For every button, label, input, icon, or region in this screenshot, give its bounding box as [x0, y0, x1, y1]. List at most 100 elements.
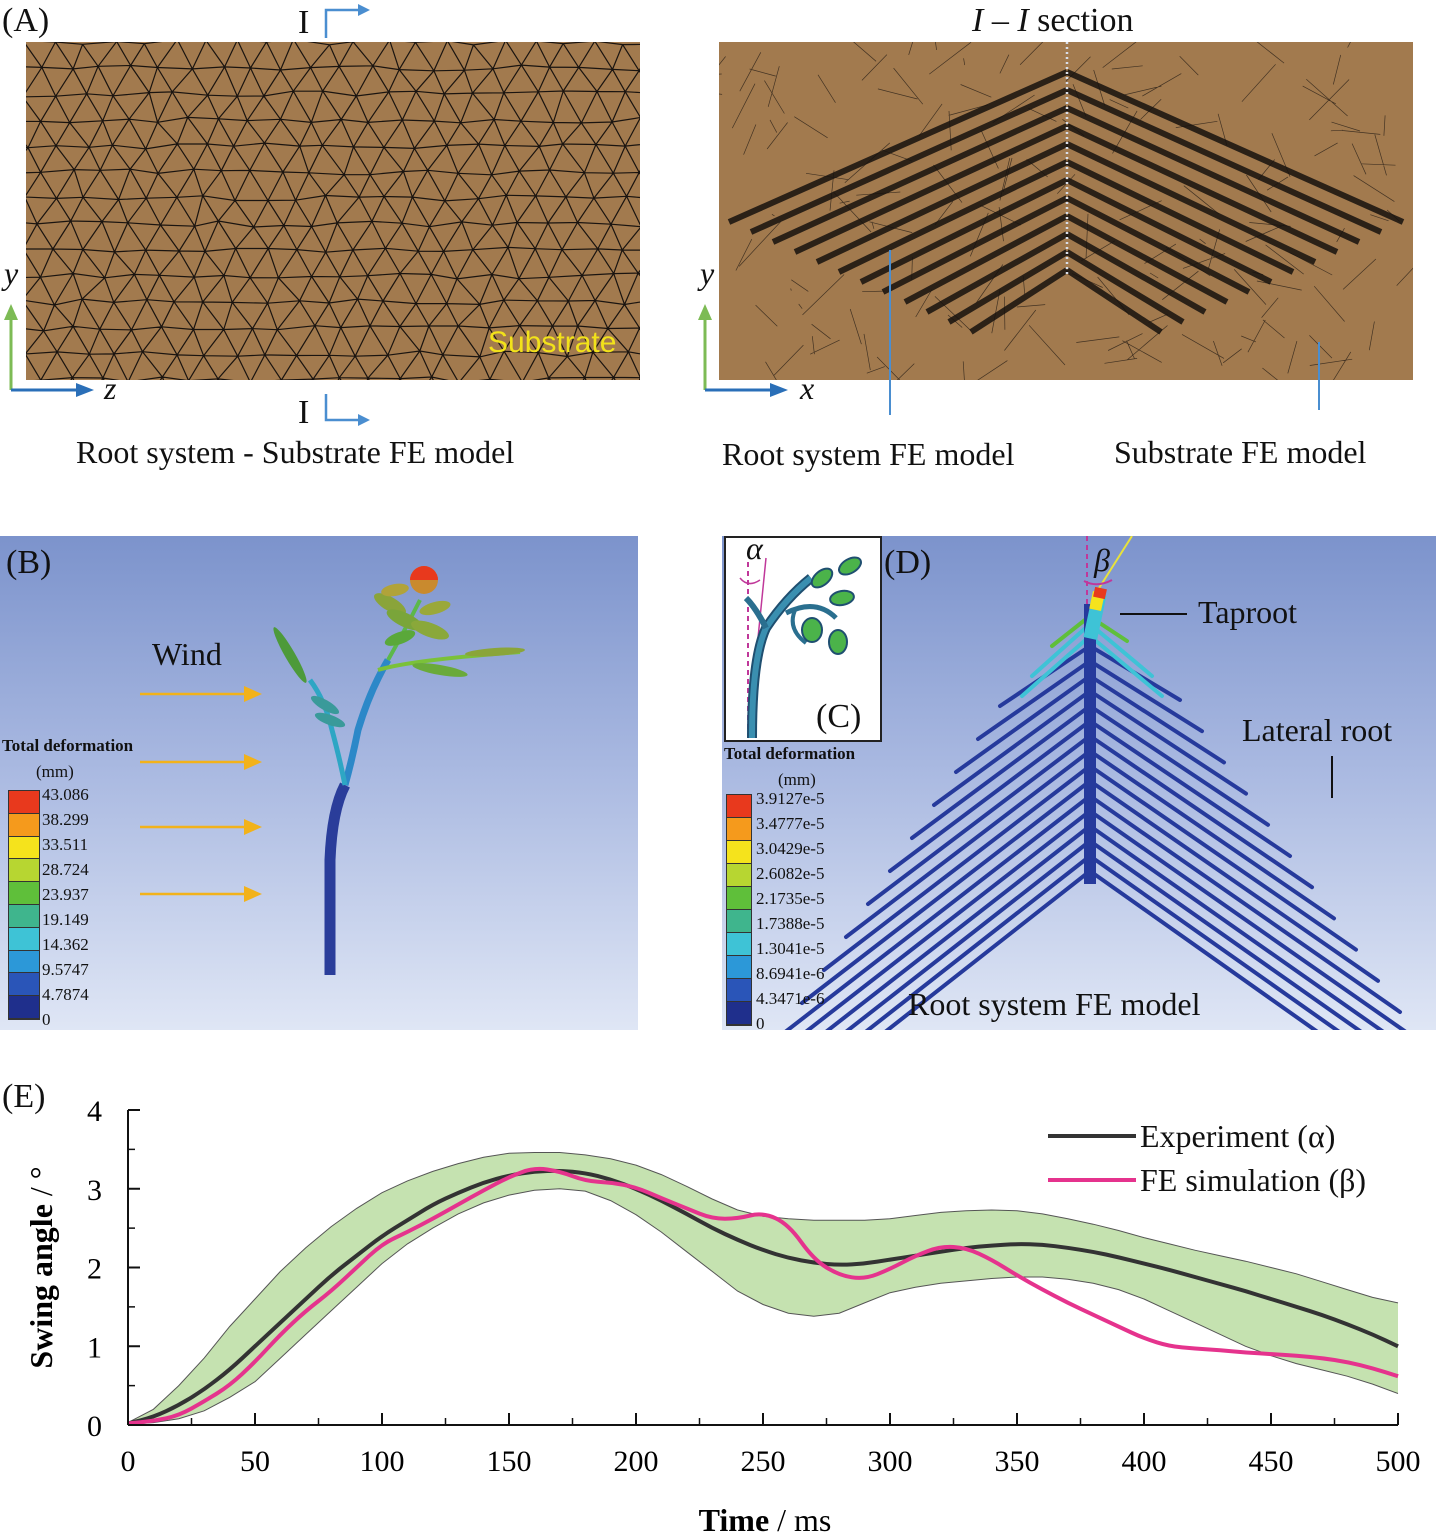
section-arrow-top-icon [324, 4, 370, 38]
root-branch [925, 231, 1069, 315]
root-branch [859, 177, 1069, 285]
root-branch [903, 213, 1069, 305]
root-branch [1065, 159, 1295, 275]
legend-color-swatch [727, 933, 751, 956]
root-branch [837, 159, 1069, 275]
lateral-root [1088, 689, 1248, 796]
lateral-root [1088, 794, 1402, 1014]
legend-color-swatch [727, 795, 751, 818]
x-tick-label: 150 [487, 1445, 532, 1478]
uncertainty-band [128, 1152, 1398, 1425]
substrate-caption: Substrate FE model [1114, 434, 1367, 470]
band-lower-edge [127, 1188, 1399, 1425]
root-branch [1065, 213, 1229, 305]
lateral-root [800, 779, 1092, 1005]
legend-swatch-simulation [1048, 1178, 1136, 1182]
substrate-mesh [26, 42, 640, 380]
x-tick-label: 50 [240, 1445, 270, 1478]
section-marker-bottom: I [298, 394, 310, 431]
x-tick-label: 250 [741, 1445, 786, 1478]
lateral-root [784, 794, 1092, 1030]
substrate-label: Substrate [488, 326, 617, 359]
legend-d-colorbar [726, 794, 752, 1026]
root-branch [969, 267, 1069, 335]
legend-d-value: 1.7388e-5 [756, 914, 825, 933]
legend-d-value: 4.3471e-6 [756, 989, 825, 1008]
legend-color-swatch [9, 996, 39, 1019]
lateral-root [910, 704, 1092, 840]
root-branch [1065, 177, 1273, 285]
lateral-root [888, 719, 1092, 873]
lateral-root [1088, 764, 1358, 952]
root-branch [1065, 123, 1339, 255]
legend-d-value: 3.0429e-5 [756, 839, 825, 858]
legend-color-swatch [9, 791, 39, 814]
lateral-root [1088, 869, 1319, 1030]
section-mesh [719, 42, 1413, 380]
legend-b-value: 38.299 [42, 810, 89, 829]
root-branch [771, 105, 1069, 245]
legend-color-swatch [9, 813, 39, 837]
axis-x-label: x [800, 370, 815, 406]
legend-b-value: 9.5747 [42, 960, 89, 979]
legend-d-value: 3.9127e-5 [756, 789, 825, 808]
legend-color-swatch [9, 904, 39, 928]
legend-color-swatch [727, 818, 751, 841]
lateral-root [1088, 824, 1385, 1030]
swing-angle-chart: 0 50 100 150 200 250 300 350 400 450 500 0 1 2 3 4 Time … [23, 1095, 1421, 1537]
root-system-model [784, 536, 1407, 1030]
axis-y-label-a: y [4, 255, 19, 291]
x-tick-label: 450 [1249, 1445, 1294, 1478]
y-tick-label: 4 [87, 1095, 102, 1128]
lateral-root [864, 854, 1092, 1030]
legend-b-value: 28.724 [42, 860, 89, 879]
axis-z-label: z [104, 370, 117, 406]
x-tick-label: 350 [995, 1445, 1040, 1478]
leader-root-line [889, 250, 891, 415]
taproot-label: Taproot [1198, 594, 1298, 630]
y-tick-label: 3 [87, 1174, 102, 1207]
x-axis-label: Time / ms [699, 1502, 832, 1537]
plant-photo-sketch [739, 556, 862, 739]
legend-d-value: 1.3041e-5 [756, 939, 825, 958]
alpha-symbol: α [746, 530, 763, 566]
legend-b-value: 4.7874 [42, 985, 89, 1004]
lateral-root [1088, 809, 1407, 1030]
panel-e-label: (E) [2, 1078, 46, 1115]
legend-b-value: 0 [42, 1010, 51, 1029]
legend-item-experiment: Experiment (α) [1048, 1114, 1366, 1158]
lateral-root [1088, 659, 1204, 734]
legend-color-swatch [9, 950, 39, 974]
legend-b-value: 43.086 [42, 785, 89, 804]
lateral-root [822, 764, 1092, 972]
y-axis-label: Swing angle / ° [23, 1166, 59, 1368]
legend-d-value: 3.4777e-5 [756, 814, 825, 833]
legend-color-swatch [9, 859, 39, 883]
legend-color-swatch [727, 979, 751, 1002]
x-tick-label: 100 [360, 1445, 405, 1478]
legend-b-values: 43.086 38.299 33.511 28.724 23.937 19.14… [42, 782, 89, 1032]
beta-symbol: β [1094, 542, 1110, 578]
lateral-root [1088, 779, 1380, 983]
root-branch [749, 87, 1069, 235]
root-branch [947, 249, 1069, 325]
legend-text-simulation: FE simulation (β) [1140, 1161, 1367, 1198]
root-branch [1065, 231, 1207, 315]
lateral-root [845, 839, 1092, 1030]
lateral-root [1088, 854, 1341, 1030]
root-branch [727, 69, 1069, 225]
x-tick-label: 0 [121, 1445, 136, 1478]
axis-y-label-b: y [700, 255, 715, 291]
legend-color-swatch [9, 973, 39, 997]
legend-color-swatch [727, 956, 751, 979]
legend-d-value: 2.1735e-5 [756, 889, 825, 908]
panel-d-label: (D) [884, 544, 932, 581]
legend-b-value: 23.937 [42, 885, 89, 904]
mesh-lines [26, 42, 640, 380]
root-branch [1065, 87, 1383, 235]
x-tick-label: 500 [1376, 1445, 1421, 1478]
root-branch [1065, 249, 1185, 325]
y-tick-label: 1 [87, 1331, 102, 1364]
root-fe-caption: Root system FE model [908, 986, 1201, 1022]
root-branch [793, 123, 1069, 255]
